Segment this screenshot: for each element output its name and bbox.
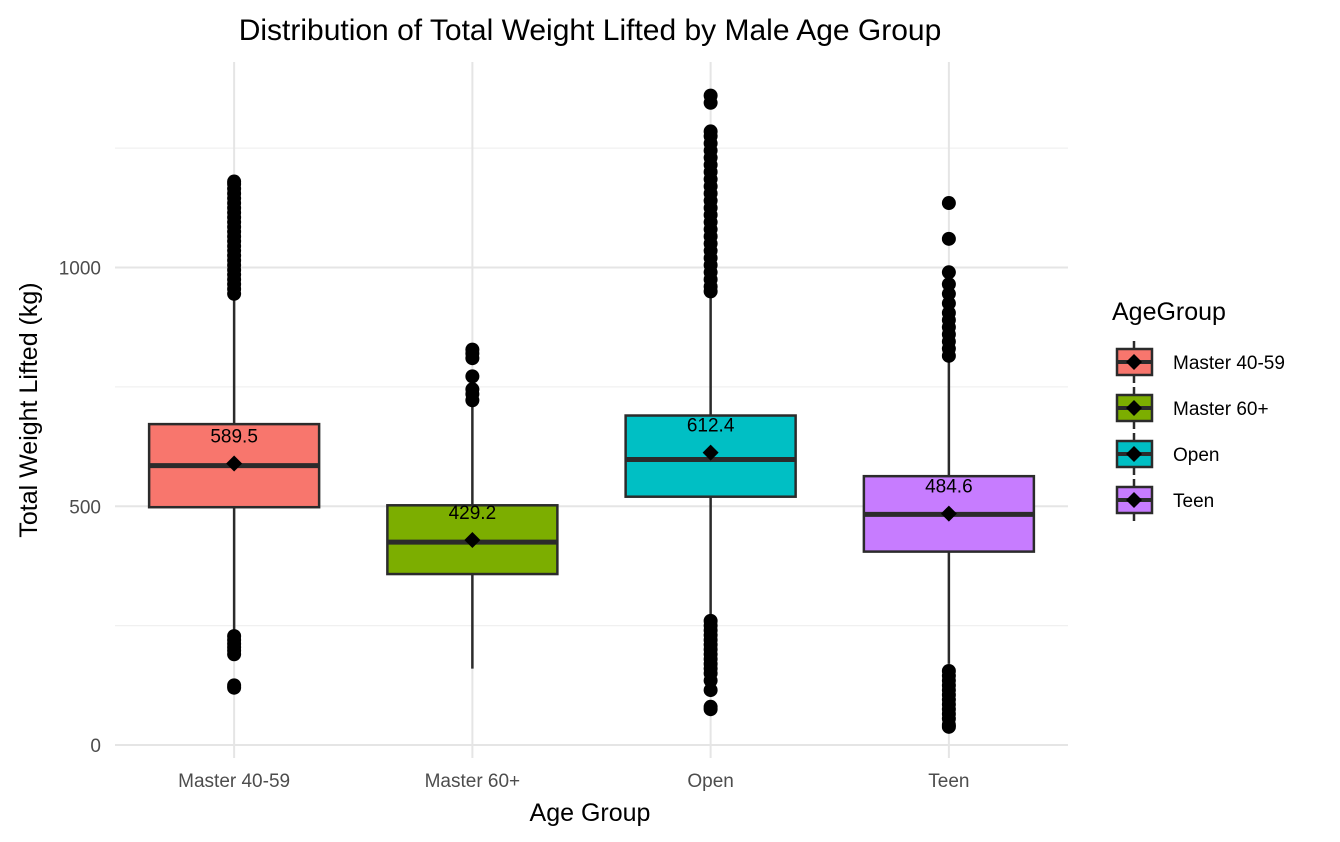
y-tick-label: 500 <box>69 497 101 518</box>
legend-key-mean <box>1126 446 1142 462</box>
outlier-point <box>465 382 480 397</box>
mean-marker <box>940 505 957 522</box>
outlier-point <box>703 613 718 628</box>
y-axis-ticks: 0 500 1000 <box>59 259 101 758</box>
mean-label: 484.6 <box>925 477 973 498</box>
x-axis-ticks: Master 40-59 Master 60+ Open Teen <box>178 771 969 792</box>
box-group: 612.4 <box>624 88 797 717</box>
outlier-point <box>703 124 718 139</box>
x-tick-label: Master 40-59 <box>178 771 290 792</box>
outlier-point <box>465 342 480 357</box>
outlier-point <box>703 88 718 103</box>
legend-title: AgeGroup <box>1112 298 1226 326</box>
outlier-point <box>465 369 480 384</box>
legend-item: Teen <box>1115 479 1214 521</box>
x-axis-title: Age Group <box>530 799 651 827</box>
x-tick-label: Master 60+ <box>425 771 521 792</box>
chart-title: Distribution of Total Weight Lifted by M… <box>239 14 942 47</box>
outlier-point <box>703 699 718 714</box>
box-group: 589.5 <box>147 174 321 695</box>
mean-marker <box>702 444 719 461</box>
x-tick-label: Open <box>687 771 733 792</box>
legend: AgeGroup Master 40-59 Master 60+ Open Teen <box>1112 298 1285 521</box>
legend-item: Master 40-59 <box>1115 341 1285 383</box>
legend-key-mean <box>1126 400 1142 416</box>
mean-label: 612.4 <box>687 416 735 437</box>
mean-marker <box>226 455 243 472</box>
mean-label: 429.2 <box>449 503 497 524</box>
outlier-point <box>227 174 242 189</box>
outlier-point <box>941 277 956 292</box>
outlier-point <box>941 196 956 211</box>
outlier-point <box>227 629 242 644</box>
legend-label: Master 40-59 <box>1173 353 1285 374</box>
outlier-point <box>941 663 956 678</box>
legend-item: Master 60+ <box>1115 387 1269 429</box>
legend-key-mean <box>1126 492 1142 508</box>
legend-label: Master 60+ <box>1173 399 1269 420</box>
outlier-point <box>227 678 242 693</box>
legend-key-mean <box>1126 354 1142 370</box>
x-tick-label: Teen <box>928 771 969 792</box>
outlier-point <box>941 265 956 280</box>
y-axis-title: Total Weight Lifted (kg) <box>15 282 43 537</box>
mean-marker <box>464 532 481 549</box>
box-group: 484.6 <box>862 196 1036 734</box>
legend-label: Open <box>1173 445 1219 466</box>
plot-area: 589.5 429.2 612.4 484.6 <box>147 88 1036 734</box>
box-group: 429.2 <box>386 342 559 669</box>
legend-item: Open <box>1115 433 1219 475</box>
y-tick-label: 1000 <box>59 259 101 280</box>
mean-label: 589.5 <box>210 427 258 448</box>
outlier-point <box>941 231 956 246</box>
y-tick-label: 0 <box>90 736 101 757</box>
grid <box>115 62 1068 758</box>
legend-label: Teen <box>1173 491 1214 512</box>
